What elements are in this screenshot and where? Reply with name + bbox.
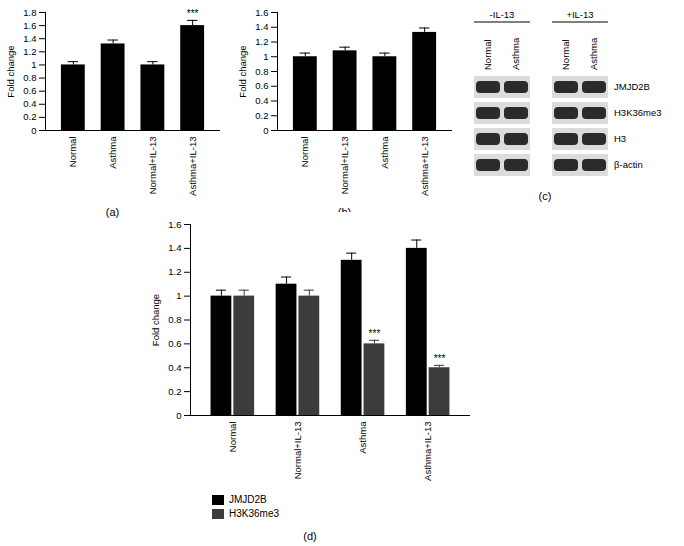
svg-text:Normal: Normal — [227, 422, 238, 453]
svg-text:1.4: 1.4 — [23, 33, 36, 44]
svg-text:Asthma+IL-13: Asthma+IL-13 — [422, 422, 433, 481]
svg-text:1.6: 1.6 — [168, 219, 181, 230]
svg-text:Asthma: Asthma — [588, 37, 599, 70]
svg-text:0.2: 0.2 — [168, 386, 181, 397]
svg-text:1.6: 1.6 — [23, 20, 36, 31]
svg-text:1.2: 1.2 — [23, 46, 36, 57]
svg-text:Normal+IL-13: Normal+IL-13 — [147, 137, 158, 195]
svg-text:Asthma+IL-13: Asthma+IL-13 — [187, 137, 198, 196]
svg-text:0.4: 0.4 — [168, 362, 181, 373]
svg-text:Normal+IL-13: Normal+IL-13 — [292, 422, 303, 480]
svg-text:0.2: 0.2 — [255, 110, 268, 121]
html-text:(d): (d) — [303, 530, 317, 542]
svg-text:JMJD2B: JMJD2B — [614, 81, 650, 92]
svg-text:Normal: Normal — [482, 39, 493, 70]
svg-text:0: 0 — [263, 125, 268, 136]
svg-text:0: 0 — [31, 125, 36, 136]
svg-text:1.2: 1.2 — [168, 266, 181, 277]
svg-text:0.4: 0.4 — [23, 98, 36, 109]
html-text:(c): (c) — [538, 190, 552, 202]
svg-text:H3: H3 — [614, 133, 626, 144]
svg-text:Asthma: Asthma — [107, 136, 118, 169]
svg-text:0.8: 0.8 — [23, 72, 36, 83]
svg-text:1: 1 — [176, 290, 181, 301]
svg-text:0.4: 0.4 — [255, 95, 268, 106]
svg-text:1: 1 — [263, 51, 268, 62]
svg-text:0.8: 0.8 — [168, 314, 181, 325]
svg-text:β-actin: β-actin — [614, 159, 643, 170]
svg-text:1.6: 1.6 — [255, 7, 268, 18]
svg-text:0.6: 0.6 — [168, 338, 181, 349]
svg-text:Fold change: Fold change — [150, 294, 161, 346]
svg-text:1: 1 — [31, 59, 36, 70]
svg-text:Normal: Normal — [67, 137, 78, 168]
svg-text:Asthma: Asthma — [379, 136, 390, 169]
svg-text:Normal: Normal — [560, 39, 571, 70]
svg-text:Asthma+IL-13: Asthma+IL-13 — [419, 137, 430, 196]
html-text:H3K36me3: H3K36me3 — [229, 508, 279, 519]
svg-text:***: *** — [434, 353, 446, 364]
svg-text:-IL-13: -IL-13 — [490, 9, 515, 20]
svg-text:Normal+IL-13: Normal+IL-13 — [339, 137, 350, 195]
html-text:(a): (a) — [105, 206, 120, 218]
html-text:JMJD2B: JMJD2B — [229, 494, 267, 505]
svg-text:***: *** — [369, 328, 381, 339]
svg-text:0: 0 — [176, 410, 181, 421]
svg-text:1.4: 1.4 — [168, 242, 181, 253]
svg-text:1.2: 1.2 — [255, 36, 268, 47]
svg-text:0.6: 0.6 — [23, 85, 36, 96]
svg-text:1.8: 1.8 — [23, 7, 36, 18]
svg-text:0.8: 0.8 — [255, 66, 268, 77]
html-text:(b): (b) — [337, 206, 352, 218]
svg-text:Normal: Normal — [299, 137, 310, 168]
svg-text:Asthma: Asthma — [510, 37, 521, 70]
svg-text:0.6: 0.6 — [255, 80, 268, 91]
svg-text:Asthma: Asthma — [357, 421, 368, 454]
svg-text:Fold change: Fold change — [5, 45, 16, 97]
svg-text:***: *** — [187, 8, 199, 19]
svg-text:+IL-13: +IL-13 — [566, 9, 593, 20]
svg-text:H3K36me3: H3K36me3 — [614, 107, 662, 118]
svg-text:1.4: 1.4 — [255, 21, 268, 32]
svg-text:Fold change: Fold change — [237, 45, 248, 97]
svg-text:0.2: 0.2 — [23, 111, 36, 122]
